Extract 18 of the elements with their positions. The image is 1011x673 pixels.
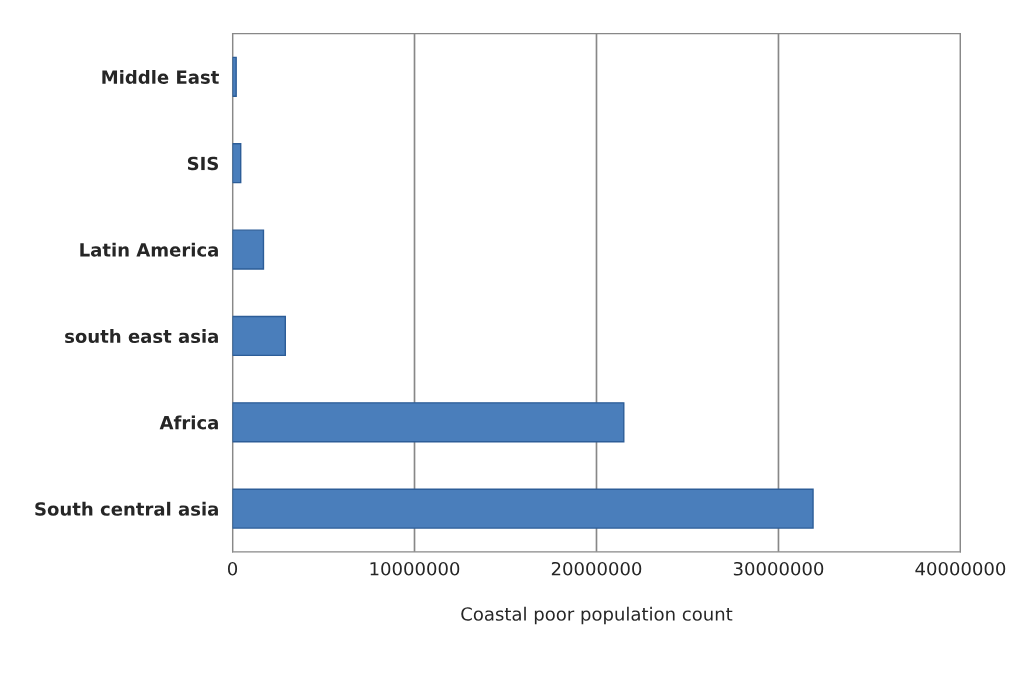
x-tick-label: 30000000 bbox=[733, 561, 824, 576]
y-tick-label: SIS bbox=[187, 156, 219, 171]
bar bbox=[232, 56, 237, 97]
y-tick-label: South central asia bbox=[35, 501, 218, 516]
y-tick-label: Middle East bbox=[102, 69, 219, 84]
bar bbox=[232, 402, 625, 443]
x-axis-title: Coastal poor population count bbox=[461, 606, 733, 625]
bar bbox=[232, 229, 265, 270]
x-tick-label: 20000000 bbox=[551, 561, 642, 576]
x-tick-label: 40000000 bbox=[915, 561, 1006, 576]
y-tick-label: Africa bbox=[159, 415, 218, 430]
x-tick-label: 10000000 bbox=[370, 561, 460, 576]
y-tick-label: Latin America bbox=[80, 242, 218, 257]
bar bbox=[232, 143, 242, 184]
x-tick-label: 0 bbox=[227, 561, 238, 576]
bar bbox=[232, 488, 814, 529]
bar bbox=[232, 315, 286, 357]
y-tick-label: south east asia bbox=[65, 329, 218, 344]
